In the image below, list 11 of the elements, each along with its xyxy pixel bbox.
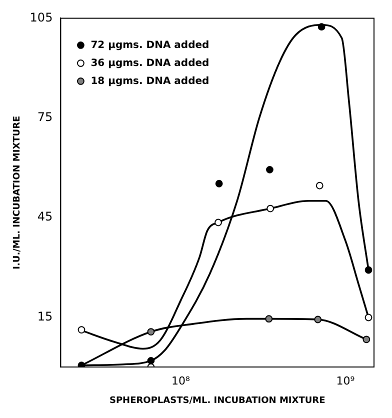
- y-axis-title: I.U./ML. INCUBATION MIXTURE: [12, 116, 23, 270]
- x-tick-label: 10⁹: [336, 374, 355, 388]
- legend-label: 36 μgms. DNA added: [90, 58, 210, 69]
- y-tick-label: 45: [37, 210, 53, 224]
- x-axis-title: SPHEROPLASTS/ML. INCUBATION MIXTURE: [109, 396, 326, 406]
- y-tick-label: 75: [37, 110, 53, 124]
- x-tick-label: 10⁸: [171, 374, 190, 388]
- y-tick-label: 105: [30, 10, 53, 24]
- legend-label: 72 μgms. DNA added: [90, 40, 210, 51]
- legend-label: 18 μgms. DNA added: [90, 76, 210, 87]
- y-tick-label: 15: [37, 309, 53, 324]
